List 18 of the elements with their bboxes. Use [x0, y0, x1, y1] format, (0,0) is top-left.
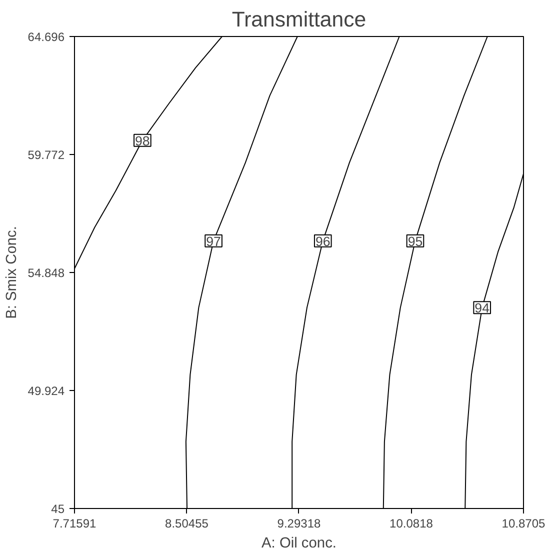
y-tick-label: 45 [51, 502, 65, 516]
x-tick-label: 8.50455 [165, 516, 209, 530]
x-tick-label: 7.71591 [52, 516, 97, 530]
series-label: 96 [315, 234, 330, 249]
series-label: 94 [474, 300, 490, 316]
series-label: 97 [206, 234, 221, 249]
y-tick-label: 64.696 [28, 30, 65, 44]
x-tick-label: 10.8705 [502, 516, 546, 530]
x-tick-label: 9.29318 [277, 516, 322, 530]
series-label: 95 [408, 234, 423, 249]
y-tick-label: 49.924 [28, 384, 65, 398]
chart-title: Transmittance [232, 8, 366, 32]
y-tick-label: 54.848 [28, 266, 65, 280]
x-tick-label: 10.0818 [390, 516, 434, 530]
x-axis-title: A: Oil conc. [262, 536, 336, 552]
series-label: 98 [135, 133, 150, 148]
y-axis-title: B: Smix Conc. [4, 226, 20, 319]
y-tick-label: 59.772 [28, 148, 65, 162]
